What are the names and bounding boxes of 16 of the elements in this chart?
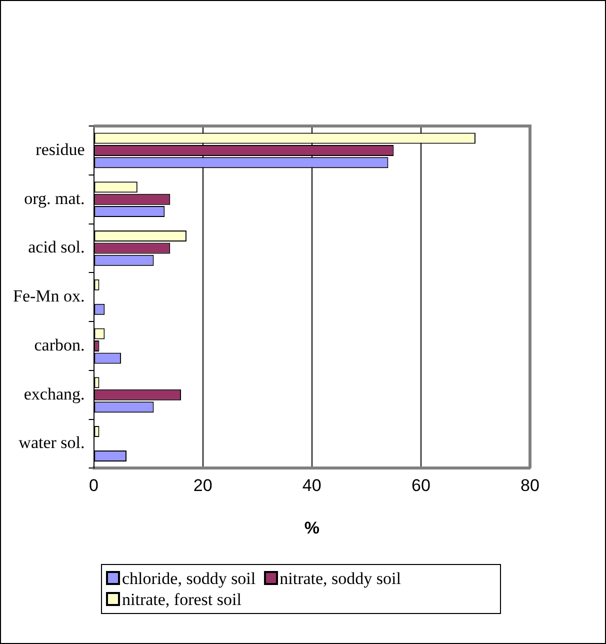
- legend-label: chloride, soddy soil: [121, 568, 256, 589]
- x-tick-label: 80: [520, 476, 540, 496]
- x-axis-title: %: [304, 518, 320, 538]
- x-tick-label: 0: [89, 476, 99, 496]
- x-tick-label: 40: [302, 476, 322, 496]
- x-tick-label: 20: [193, 476, 212, 496]
- y-tick-label: Fe-Mn ox.: [12, 286, 85, 306]
- legend-label: nitrate, forest soil: [121, 589, 242, 610]
- y-tick-label: exchang.: [24, 384, 85, 404]
- y-tick-label: residue: [36, 140, 85, 159]
- y-tick-label: acid sol.: [28, 238, 85, 257]
- y-tick-label: water sol.: [18, 433, 85, 452]
- y-tick-label: org. mat.: [24, 188, 85, 208]
- x-tick-label: 60: [411, 476, 430, 496]
- y-tick-label: carbon.: [34, 335, 85, 354]
- legend-label: nitrate, soddy soil: [278, 568, 401, 589]
